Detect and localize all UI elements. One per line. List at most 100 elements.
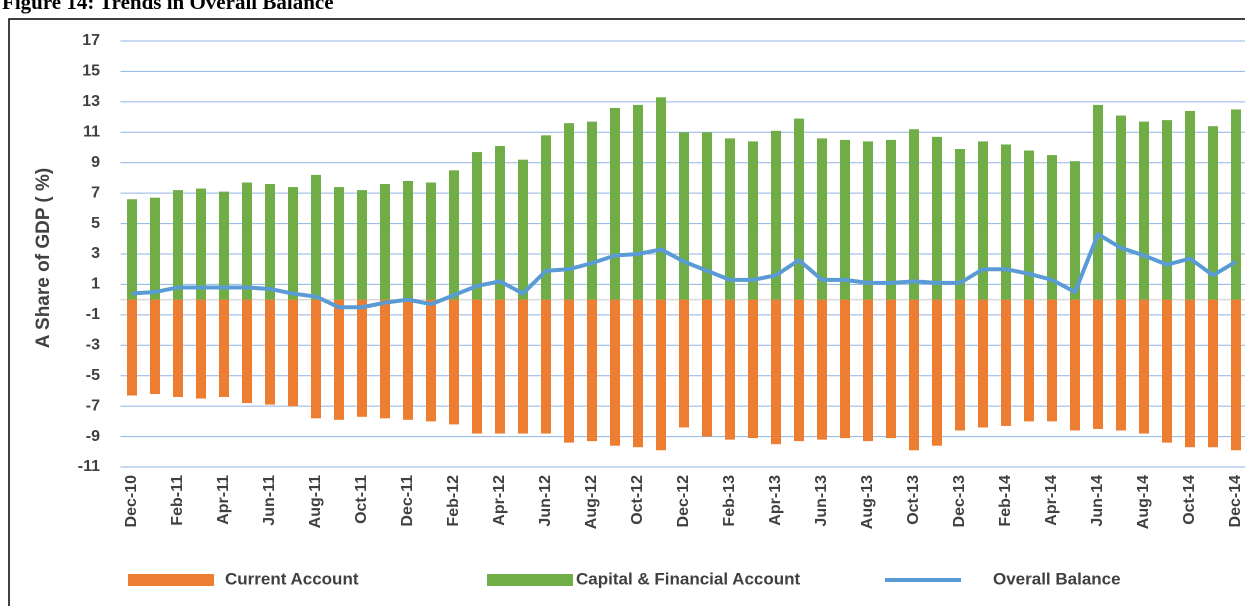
bar bbox=[932, 136, 942, 300]
bar bbox=[219, 191, 229, 300]
x-tick-label: Jun-11 bbox=[261, 475, 278, 526]
x-tick-label: Apr-14 bbox=[1043, 475, 1060, 526]
y-tick-label: -5 bbox=[86, 367, 100, 384]
bar bbox=[633, 104, 643, 300]
bar bbox=[357, 299, 367, 417]
bar bbox=[564, 299, 574, 443]
bar bbox=[495, 299, 505, 434]
bar bbox=[1162, 299, 1172, 443]
bar bbox=[610, 299, 620, 446]
bar bbox=[1116, 115, 1126, 300]
legend-label: Current Account bbox=[225, 569, 359, 588]
y-tick-label: 3 bbox=[91, 245, 100, 262]
bar bbox=[863, 299, 873, 442]
x-tick-label: Aug-11 bbox=[307, 475, 324, 528]
bar bbox=[702, 132, 712, 300]
bar bbox=[173, 190, 183, 300]
bar bbox=[1231, 299, 1241, 451]
bar bbox=[1047, 155, 1057, 300]
bar bbox=[955, 149, 965, 300]
bar bbox=[449, 299, 459, 425]
bar bbox=[380, 184, 390, 300]
bar bbox=[472, 299, 482, 434]
bar bbox=[1208, 299, 1218, 448]
x-tick-label: Apr-11 bbox=[215, 475, 232, 525]
bar bbox=[1231, 109, 1241, 300]
bar bbox=[334, 299, 344, 420]
bar bbox=[242, 299, 252, 404]
bar bbox=[265, 184, 275, 300]
bar bbox=[541, 299, 551, 434]
bar bbox=[863, 141, 873, 300]
bar bbox=[725, 138, 735, 300]
bar bbox=[311, 174, 321, 300]
bar bbox=[564, 123, 574, 300]
y-axis-label: A Share of GDP ( %) bbox=[33, 168, 54, 349]
bar bbox=[679, 299, 689, 428]
x-tick-label: Aug-14 bbox=[1135, 475, 1152, 529]
bar bbox=[288, 299, 298, 407]
x-tick-label: Dec-11 bbox=[399, 475, 416, 527]
bar bbox=[610, 107, 620, 300]
bar bbox=[909, 299, 919, 451]
y-tick-label: -11 bbox=[78, 458, 100, 475]
y-tick-label: 13 bbox=[82, 93, 100, 110]
x-tick-label: Feb-13 bbox=[721, 475, 738, 527]
bar bbox=[426, 299, 436, 422]
bar bbox=[1139, 121, 1149, 300]
bar bbox=[1139, 299, 1149, 434]
bar bbox=[403, 299, 413, 420]
bar bbox=[196, 188, 206, 300]
x-tick-label: Feb-12 bbox=[445, 475, 462, 527]
bar bbox=[656, 97, 666, 300]
bar bbox=[840, 139, 850, 300]
bar bbox=[1070, 299, 1080, 431]
bar bbox=[587, 121, 597, 300]
bar bbox=[771, 299, 781, 445]
x-tick-label: Jun-12 bbox=[537, 475, 554, 527]
x-tick-label: Dec-14 bbox=[1227, 475, 1244, 528]
bar bbox=[288, 187, 298, 300]
bar bbox=[1093, 299, 1103, 429]
bar bbox=[1116, 299, 1126, 431]
bar bbox=[725, 299, 735, 440]
x-tick-label: Apr-13 bbox=[767, 475, 784, 526]
chart-title: Figure 14: Trends in Overall Balance bbox=[2, 0, 334, 14]
bar bbox=[702, 299, 712, 437]
bar bbox=[173, 299, 183, 398]
y-tick-label: 1 bbox=[91, 276, 100, 293]
bar bbox=[1047, 299, 1057, 422]
bar bbox=[817, 299, 827, 440]
bar bbox=[633, 299, 643, 448]
bar bbox=[357, 190, 367, 300]
x-tick-label: Feb-14 bbox=[997, 475, 1014, 527]
legend-label: Capital & Financial Account bbox=[576, 569, 801, 588]
bar bbox=[495, 145, 505, 300]
bar bbox=[886, 139, 896, 300]
y-tick-label: 15 bbox=[82, 63, 100, 80]
x-tick-label: Aug-13 bbox=[859, 475, 876, 529]
bar bbox=[794, 299, 804, 442]
legend-swatch bbox=[128, 574, 214, 586]
y-tick-label: 5 bbox=[91, 215, 100, 232]
bar bbox=[127, 199, 137, 300]
bar bbox=[518, 159, 528, 300]
bar bbox=[426, 182, 436, 300]
x-tick-label: Apr-12 bbox=[491, 475, 508, 526]
bar bbox=[587, 299, 597, 442]
bar bbox=[1093, 104, 1103, 300]
legend-label: Overall Balance bbox=[993, 569, 1121, 588]
bar bbox=[748, 141, 758, 300]
y-tick-label: 7 bbox=[91, 184, 100, 201]
y-tick-label: -1 bbox=[86, 306, 100, 323]
bar bbox=[1024, 299, 1034, 422]
bar bbox=[1185, 110, 1195, 300]
y-tick-label: 9 bbox=[91, 154, 100, 171]
y-tick-label: -7 bbox=[86, 397, 100, 414]
bar bbox=[817, 138, 827, 300]
bar bbox=[748, 299, 758, 439]
y-tick-label: -9 bbox=[86, 428, 100, 445]
bar bbox=[1001, 144, 1011, 300]
bar bbox=[679, 132, 689, 300]
